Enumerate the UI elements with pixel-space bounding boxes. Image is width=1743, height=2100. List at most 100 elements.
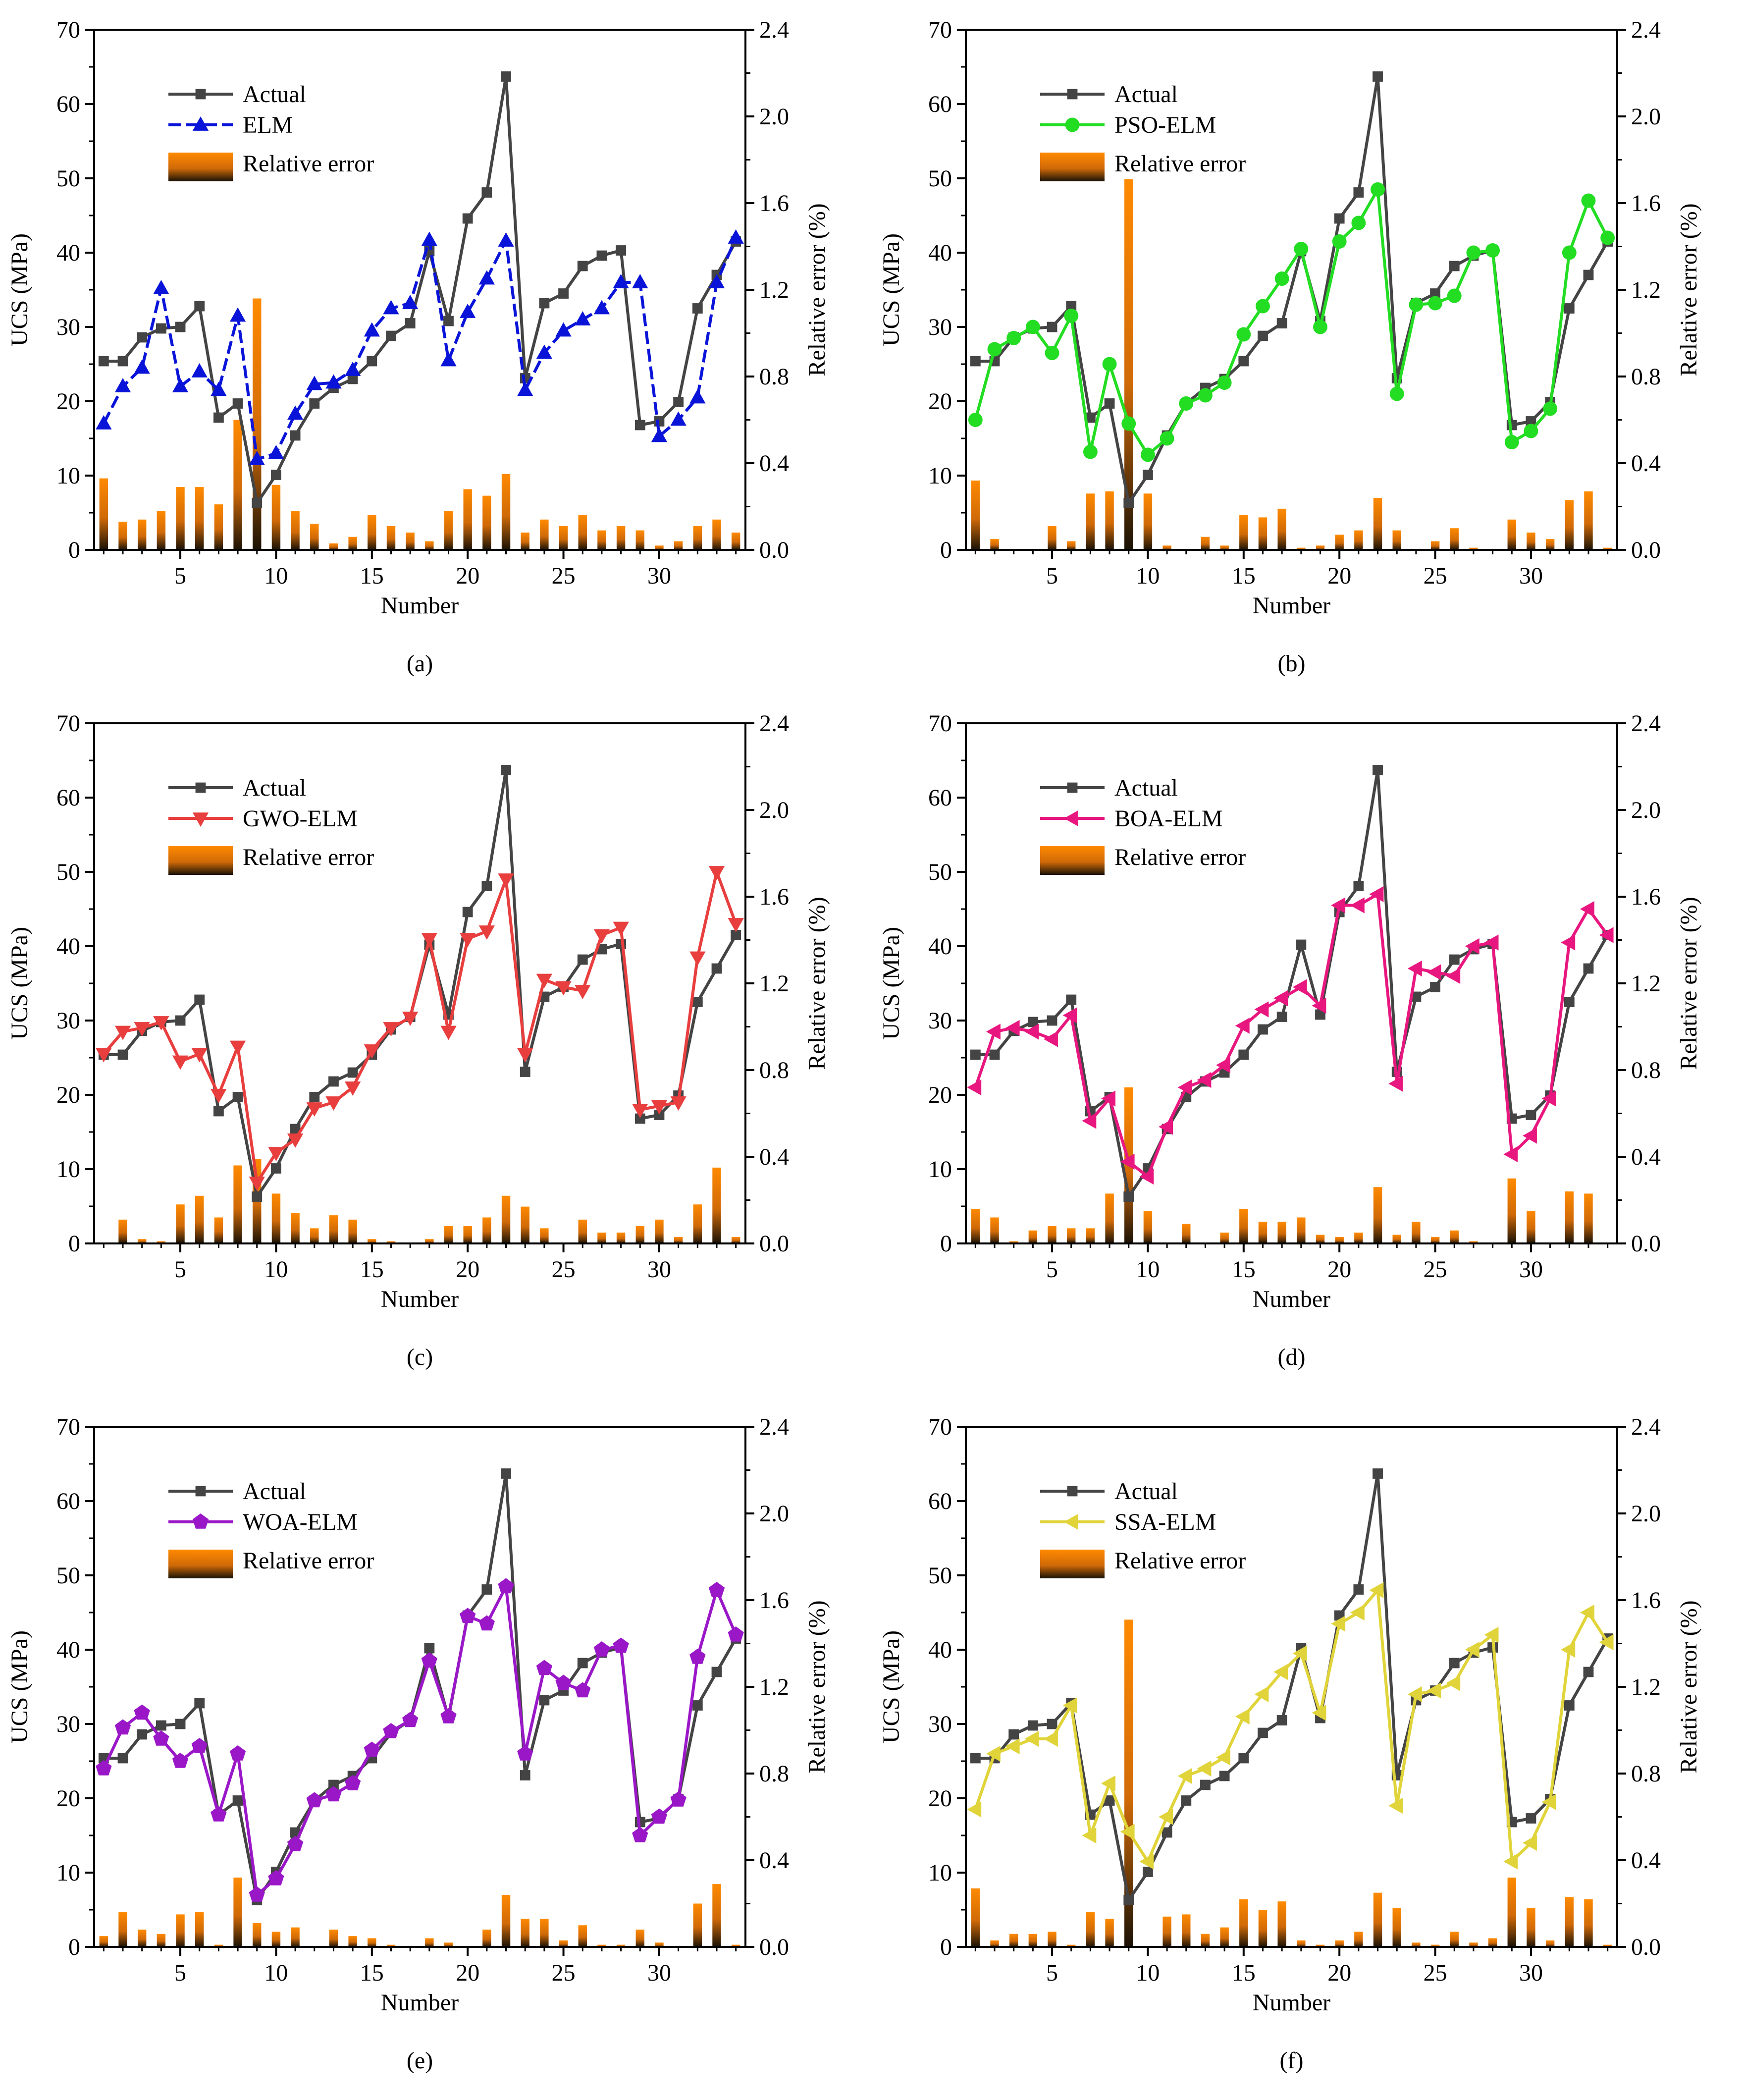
- model-point: [1273, 990, 1288, 1007]
- actual-point: [1526, 1110, 1536, 1120]
- error-bar: [597, 1233, 606, 1243]
- actual-point: [175, 1015, 186, 1026]
- model-point: [1044, 1730, 1058, 1747]
- x-tick-label: 25: [1424, 563, 1447, 589]
- error-bar: [1182, 1914, 1191, 1947]
- model-point: [1159, 1809, 1173, 1825]
- error-bar: [137, 519, 147, 550]
- actual-point: [481, 881, 492, 891]
- error-bar: [195, 487, 204, 550]
- actual-point: [577, 261, 588, 271]
- y-tick-label: 30: [928, 314, 952, 340]
- model-point: [632, 1104, 648, 1118]
- model-point: [1197, 1072, 1212, 1088]
- model-point: [708, 866, 725, 880]
- error-bars: [971, 1619, 1612, 1947]
- y2-tick-label: 0.4: [759, 1847, 789, 1874]
- model-point: [1235, 1018, 1250, 1034]
- model-point: [1409, 297, 1424, 312]
- model-point: [1428, 296, 1443, 311]
- error-bar: [616, 1233, 626, 1243]
- y2-tick-label: 1.2: [1631, 970, 1661, 997]
- model-point: [1294, 242, 1309, 256]
- model-point: [211, 1089, 227, 1103]
- error-bar: [1565, 1897, 1574, 1947]
- actual-point: [232, 1795, 243, 1806]
- actual-point: [347, 1067, 358, 1078]
- error-bar: [1354, 530, 1363, 550]
- error-bar: [559, 1940, 568, 1947]
- model-point: [268, 445, 284, 459]
- model-point: [229, 307, 246, 322]
- model-line: [102, 1581, 738, 1898]
- error-bar: [425, 1239, 434, 1243]
- chart-panel-e: 0 10 20 30 40 50 60 70 0.0 0.4 0.8 1.2 1.6 2.0 2.4 5 10 1…: [0, 1397, 872, 2100]
- actual-point: [634, 420, 645, 431]
- x-tick-label: 15: [360, 563, 384, 589]
- model-point: [1121, 416, 1136, 431]
- error-bar: [521, 1206, 529, 1243]
- error-bar: [1335, 1940, 1344, 1947]
- y-tick-label: 20: [56, 1785, 80, 1812]
- error-bar: [425, 541, 434, 550]
- model-point: [670, 1791, 687, 1807]
- actual-point: [1104, 1795, 1115, 1806]
- model-point: [306, 376, 322, 390]
- error-bar: [118, 522, 127, 550]
- actual-point: [1334, 213, 1345, 224]
- model-point: [478, 925, 495, 940]
- error-bar: [1028, 1230, 1038, 1243]
- x-axis-label: Number: [1253, 1990, 1330, 2016]
- model-point: [1465, 1641, 1479, 1658]
- error-bar: [118, 1219, 127, 1243]
- error-bar: [971, 1209, 980, 1243]
- actual-point: [1583, 963, 1594, 974]
- y2-tick-label: 1.2: [1631, 277, 1661, 303]
- y-tick-label: 70: [56, 17, 80, 43]
- actual-point: [577, 954, 588, 965]
- error-bar: [521, 1919, 529, 1947]
- error-bar: [1220, 1927, 1229, 1947]
- legend-model-label: SSA-ELM: [1114, 1509, 1216, 1535]
- model-point: [986, 1023, 1001, 1040]
- model-point: [440, 1025, 457, 1040]
- actual-point: [137, 1729, 148, 1740]
- model-point: [593, 929, 610, 944]
- y-tick-label: 70: [928, 710, 952, 737]
- model-point: [1216, 1749, 1230, 1766]
- x-tick-label: 30: [647, 1256, 671, 1283]
- error-bar: [368, 515, 376, 550]
- legend-model-label: PSO-ELM: [1114, 112, 1216, 138]
- y-tick-label: 70: [928, 1414, 952, 1440]
- y-tick-label: 70: [928, 17, 952, 43]
- actual-point: [1315, 1009, 1325, 1020]
- actual-point: [424, 1643, 435, 1654]
- y2-tick-label: 0.8: [1631, 1057, 1661, 1083]
- error-bar: [157, 1241, 166, 1243]
- legend-model-marker: [192, 116, 209, 131]
- error-bar: [118, 1912, 127, 1947]
- actual-point: [1200, 1779, 1211, 1790]
- actual-point: [731, 930, 741, 940]
- actual-point: [1583, 269, 1594, 280]
- actual-point: [1449, 261, 1460, 271]
- legend-model-marker: [192, 812, 209, 827]
- actual-point: [194, 994, 205, 1005]
- model-point: [345, 1775, 361, 1790]
- model-point: [1256, 299, 1270, 314]
- model-point: [1524, 424, 1538, 438]
- error-bar: [540, 1919, 549, 1947]
- y2-tick-label: 0.0: [759, 1934, 789, 1960]
- error-bar: [214, 504, 223, 550]
- model-point: [211, 381, 227, 396]
- error-bar: [1067, 541, 1076, 550]
- model-point: [460, 933, 476, 947]
- legend: Actual WOA-ELM Relative error: [168, 1478, 374, 1578]
- y-tick-label: 20: [928, 1082, 952, 1108]
- error-bar: [482, 1930, 491, 1947]
- y2-tick-label: 0.4: [759, 450, 789, 477]
- x-tick-label: 30: [647, 1960, 671, 1986]
- model-point: [555, 322, 572, 337]
- y2-tick-label: 2.0: [759, 797, 789, 823]
- error-bar: [1507, 1178, 1516, 1243]
